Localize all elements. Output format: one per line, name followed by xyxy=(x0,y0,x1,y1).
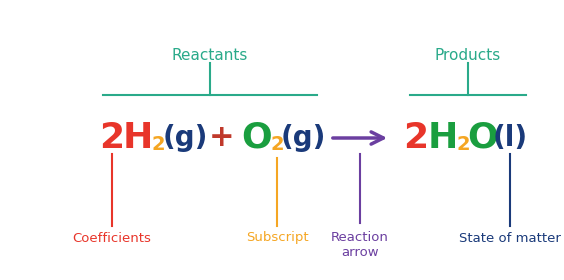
Text: 2: 2 xyxy=(403,121,429,155)
Text: State of matter: State of matter xyxy=(459,232,561,244)
Text: 2: 2 xyxy=(270,136,284,155)
Text: O: O xyxy=(241,121,272,155)
Text: Coefficients: Coefficients xyxy=(73,232,152,244)
Text: Reactants: Reactants xyxy=(172,48,248,62)
Text: (g): (g) xyxy=(280,124,325,152)
Text: (g): (g) xyxy=(162,124,208,152)
Text: Reaction
arrow: Reaction arrow xyxy=(331,231,389,259)
Text: (l): (l) xyxy=(492,124,527,152)
Text: Products: Products xyxy=(435,48,501,62)
Text: 2: 2 xyxy=(151,136,165,155)
Text: 2: 2 xyxy=(456,136,470,155)
Text: O: O xyxy=(468,121,499,155)
Text: H: H xyxy=(123,121,153,155)
Text: 2: 2 xyxy=(99,121,125,155)
Text: +: + xyxy=(209,123,235,153)
Text: Subscript: Subscript xyxy=(246,232,309,244)
Text: H: H xyxy=(428,121,458,155)
